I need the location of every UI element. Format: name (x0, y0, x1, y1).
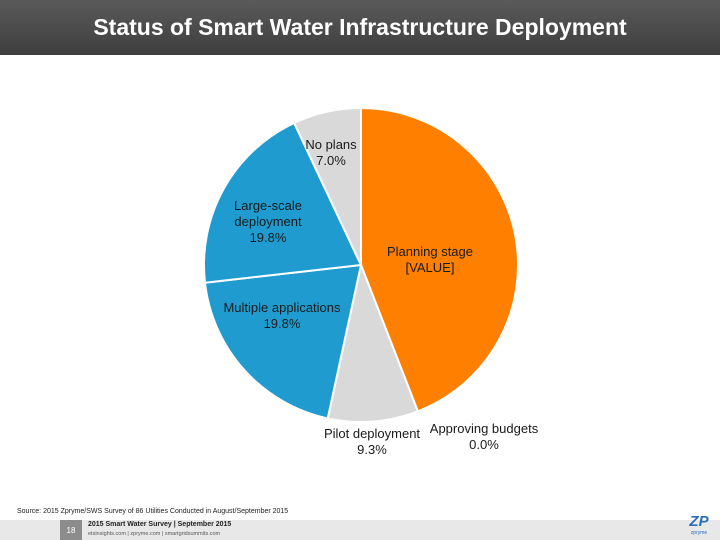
pie-slice-large-scale-deployment (203, 121, 363, 284)
data-label-pilot-deployment: Pilot deployment 9.3% (324, 426, 420, 457)
page-title: Status of Smart Water Infrastructure Dep… (93, 14, 627, 40)
logo-text: zpryme (690, 530, 708, 536)
title-bar: Status of Smart Water Infrastructure Dep… (0, 0, 720, 55)
pie-slice-multiple-applications (203, 263, 363, 420)
pie-slice-pilot-deployment (326, 261, 420, 423)
data-label-multiple-applications: Multiple applications 19.8% (223, 300, 341, 331)
pie-chart: Planning stage [VALUE] Approving budgets 0.… (203, 106, 539, 457)
page-number: 18 (60, 520, 82, 540)
zpryme-logo: ZP zpryme (686, 514, 712, 538)
data-label-approving-budgets: Approving budgets 0.0% (430, 421, 539, 452)
data-label-planning-stage: Planning stage [VALUE] (387, 244, 473, 275)
logo-mark: ZP (689, 513, 709, 530)
data-label-large-scale-deployment: Large-scale deployment 19.8% (234, 198, 302, 245)
footer-links: etsinsights.com | zpryme.com | smartgrid… (88, 531, 221, 537)
footer-bar (0, 520, 720, 540)
pie-slice-planning-stage (360, 106, 520, 413)
source-note: Source: 2015 Zpryme/SWS Survey of 86 Uti… (17, 508, 289, 515)
data-label-no-plans: No plans 7.0% (305, 137, 357, 168)
footer-survey-title: 2015 Smart Water Survey | September 2015 (88, 521, 232, 528)
pie-slice-no-plans (292, 106, 362, 266)
